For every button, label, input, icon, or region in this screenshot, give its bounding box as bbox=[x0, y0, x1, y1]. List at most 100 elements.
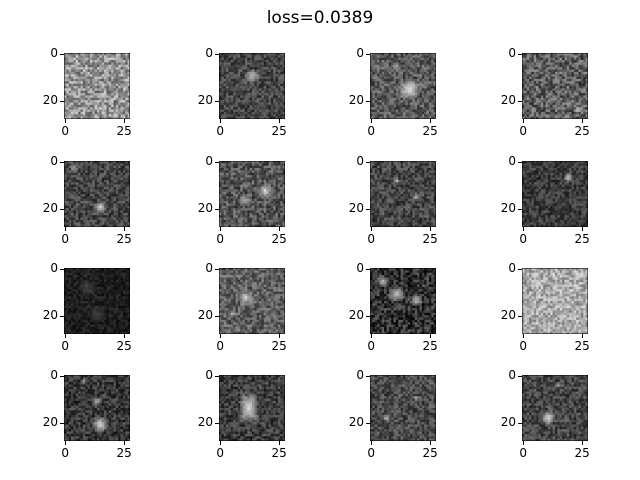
y-tick-mark bbox=[518, 269, 522, 271]
y-tick-label: 20 bbox=[197, 201, 213, 216]
y-tick-label: 0 bbox=[508, 261, 516, 276]
x-tick-label: 0 bbox=[367, 124, 375, 138]
x-tick-label: 25 bbox=[116, 232, 132, 246]
y-tick-mark bbox=[60, 101, 64, 103]
y-tick-mark bbox=[60, 209, 64, 211]
y-tick-label: 0 bbox=[508, 368, 516, 383]
x-tick-label: 25 bbox=[574, 339, 590, 353]
x-tick-label: 25 bbox=[271, 446, 287, 460]
x-tick-mark bbox=[523, 119, 525, 123]
x-tick-label: 25 bbox=[422, 232, 438, 246]
x-tick-mark bbox=[279, 119, 281, 123]
y-tick-label: 20 bbox=[197, 415, 213, 430]
image-panel bbox=[370, 375, 436, 441]
image-panel bbox=[219, 268, 285, 334]
y-tick-label: 0 bbox=[50, 154, 58, 169]
x-tick-mark bbox=[582, 227, 584, 231]
y-tick-mark bbox=[215, 162, 219, 164]
x-tick-mark bbox=[430, 441, 432, 445]
y-tick-mark bbox=[366, 209, 370, 211]
image-panel bbox=[64, 268, 130, 334]
y-tick-label: 0 bbox=[508, 46, 516, 61]
y-tick-mark bbox=[60, 269, 64, 271]
x-tick-mark bbox=[65, 441, 67, 445]
x-tick-mark bbox=[371, 227, 373, 231]
x-tick-label: 0 bbox=[367, 339, 375, 353]
x-tick-mark bbox=[279, 334, 281, 338]
image-panel bbox=[370, 161, 436, 227]
y-tick-label: 0 bbox=[205, 368, 213, 383]
y-tick-mark bbox=[366, 269, 370, 271]
x-tick-mark bbox=[124, 334, 126, 338]
y-tick-mark bbox=[60, 316, 64, 318]
image-panel bbox=[370, 268, 436, 334]
y-tick-mark bbox=[518, 316, 522, 318]
x-tick-mark bbox=[430, 334, 432, 338]
y-tick-label: 0 bbox=[50, 46, 58, 61]
y-tick-label: 0 bbox=[356, 368, 364, 383]
x-tick-label: 0 bbox=[519, 232, 527, 246]
y-tick-mark bbox=[215, 209, 219, 211]
y-tick-mark bbox=[518, 423, 522, 425]
y-tick-label: 20 bbox=[348, 308, 364, 323]
x-tick-label: 0 bbox=[61, 124, 69, 138]
image-panel bbox=[219, 161, 285, 227]
y-tick-mark bbox=[215, 54, 219, 56]
x-tick-label: 0 bbox=[61, 446, 69, 460]
y-tick-label: 20 bbox=[348, 415, 364, 430]
x-tick-mark bbox=[582, 334, 584, 338]
y-tick-mark bbox=[518, 101, 522, 103]
x-tick-label: 0 bbox=[216, 232, 224, 246]
x-tick-label: 25 bbox=[116, 339, 132, 353]
x-tick-label: 0 bbox=[216, 446, 224, 460]
x-tick-mark bbox=[430, 227, 432, 231]
y-tick-label: 0 bbox=[205, 261, 213, 276]
y-tick-mark bbox=[518, 376, 522, 378]
image-panel bbox=[522, 53, 588, 119]
y-tick-label: 20 bbox=[42, 201, 58, 216]
y-tick-mark bbox=[60, 423, 64, 425]
y-tick-mark bbox=[215, 423, 219, 425]
x-tick-label: 25 bbox=[574, 124, 590, 138]
y-tick-label: 0 bbox=[508, 154, 516, 169]
y-tick-mark bbox=[366, 162, 370, 164]
x-tick-mark bbox=[523, 334, 525, 338]
x-tick-label: 25 bbox=[422, 446, 438, 460]
y-tick-mark bbox=[215, 376, 219, 378]
y-tick-label: 20 bbox=[500, 308, 516, 323]
y-tick-label: 20 bbox=[348, 201, 364, 216]
x-tick-label: 0 bbox=[216, 124, 224, 138]
x-tick-mark bbox=[65, 119, 67, 123]
x-tick-mark bbox=[220, 119, 222, 123]
x-tick-label: 25 bbox=[116, 446, 132, 460]
y-tick-mark bbox=[60, 162, 64, 164]
y-tick-label: 20 bbox=[42, 93, 58, 108]
image-panel bbox=[370, 53, 436, 119]
y-tick-label: 0 bbox=[356, 261, 364, 276]
image-panel bbox=[522, 268, 588, 334]
y-tick-label: 20 bbox=[197, 93, 213, 108]
x-tick-label: 25 bbox=[422, 339, 438, 353]
x-tick-label: 0 bbox=[367, 232, 375, 246]
x-tick-mark bbox=[220, 334, 222, 338]
x-tick-mark bbox=[65, 227, 67, 231]
x-tick-mark bbox=[523, 441, 525, 445]
x-tick-mark bbox=[65, 334, 67, 338]
x-tick-label: 25 bbox=[271, 339, 287, 353]
image-panel bbox=[64, 375, 130, 441]
y-tick-mark bbox=[215, 101, 219, 103]
y-tick-mark bbox=[518, 209, 522, 211]
y-tick-label: 20 bbox=[42, 415, 58, 430]
x-tick-label: 0 bbox=[61, 339, 69, 353]
y-tick-label: 20 bbox=[500, 415, 516, 430]
y-tick-label: 0 bbox=[356, 154, 364, 169]
y-tick-mark bbox=[366, 376, 370, 378]
x-tick-mark bbox=[124, 227, 126, 231]
x-tick-mark bbox=[220, 227, 222, 231]
x-tick-mark bbox=[124, 119, 126, 123]
x-tick-label: 0 bbox=[216, 339, 224, 353]
image-panel bbox=[219, 375, 285, 441]
x-tick-mark bbox=[371, 441, 373, 445]
y-tick-mark bbox=[215, 316, 219, 318]
y-tick-mark bbox=[518, 162, 522, 164]
